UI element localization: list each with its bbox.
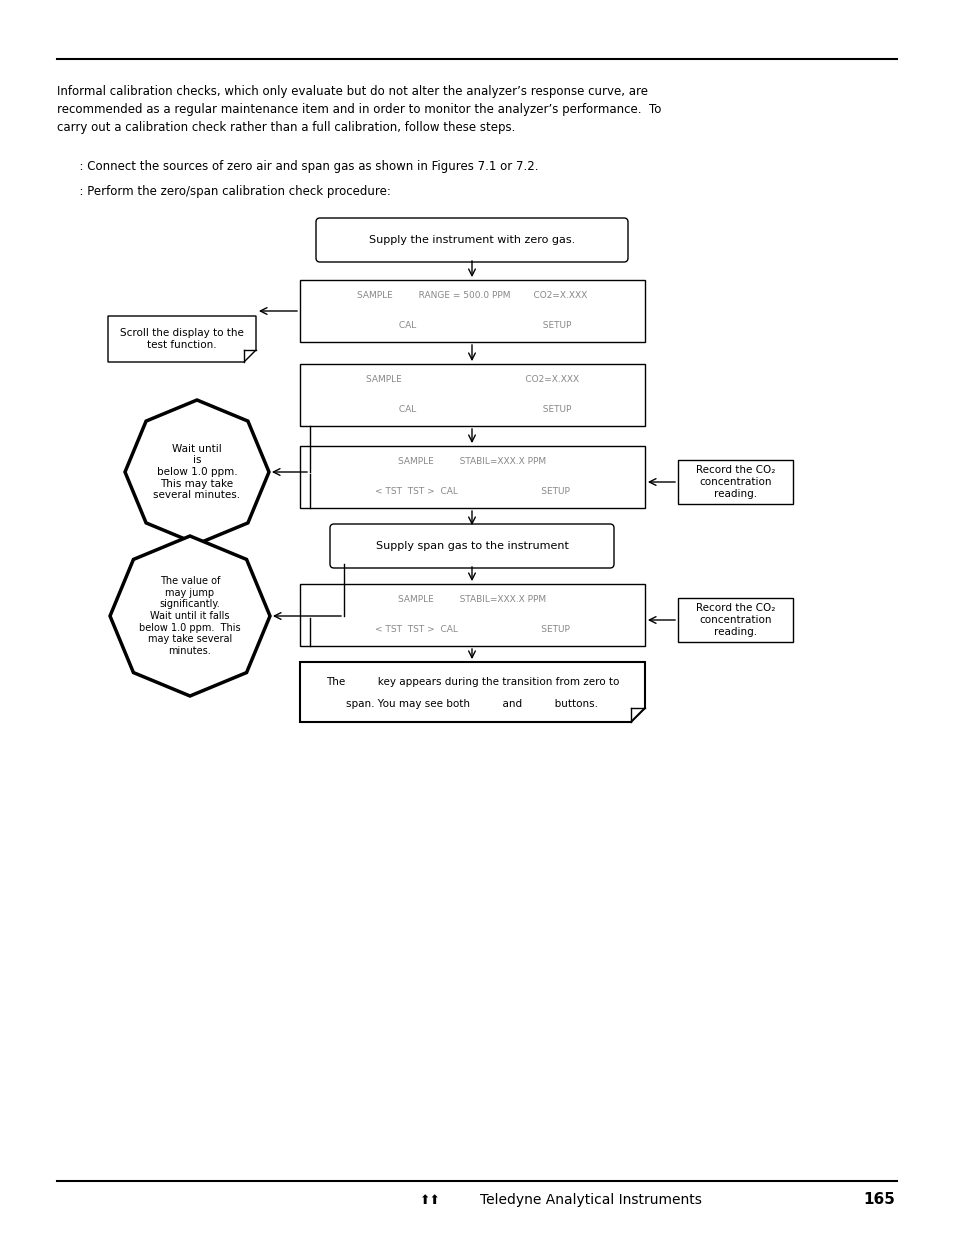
Text: Wait until
is
below 1.0 ppm.
This may take
several minutes.: Wait until is below 1.0 ppm. This may ta…: [153, 443, 240, 500]
Text: ⬆⬆: ⬆⬆: [419, 1193, 440, 1207]
Text: SAMPLE         STABIL=XXX.X PPM: SAMPLE STABIL=XXX.X PPM: [398, 457, 546, 467]
Text: CAL                                            SETUP: CAL SETUP: [373, 405, 571, 415]
Bar: [299, 584, 644, 646]
Text: Informal calibration checks, which only evaluate but do not alter the analyzer’s: Informal calibration checks, which only …: [57, 85, 660, 135]
Polygon shape: [108, 316, 255, 362]
Text: < TST  TST >  CAL                             SETUP: < TST TST > CAL SETUP: [375, 488, 569, 496]
Text: : Perform the zero/span calibration check procedure:: : Perform the zero/span calibration chec…: [57, 185, 391, 198]
Text: Teledyne Analytical Instruments: Teledyne Analytical Instruments: [479, 1193, 701, 1207]
Text: The          key appears during the transition from zero to: The key appears during the transition fr…: [326, 677, 618, 687]
Bar: [678, 598, 792, 642]
Bar: [299, 364, 644, 426]
Bar: [678, 459, 792, 504]
Text: SAMPLE         RANGE = 500.0 PPM        CO2=X.XXX: SAMPLE RANGE = 500.0 PPM CO2=X.XXX: [357, 291, 587, 300]
Polygon shape: [110, 536, 270, 697]
Bar: [299, 280, 644, 342]
Text: Supply the instrument with zero gas.: Supply the instrument with zero gas.: [369, 235, 575, 245]
Text: Record the CO₂
concentration
reading.: Record the CO₂ concentration reading.: [695, 466, 775, 499]
FancyBboxPatch shape: [330, 524, 614, 568]
Text: : Connect the sources of zero air and span gas as shown in Figures 7.1 or 7.2.: : Connect the sources of zero air and sp…: [57, 161, 537, 173]
Text: CAL                                            SETUP: CAL SETUP: [373, 321, 571, 331]
Text: span. You may see both          and          buttons.: span. You may see both and buttons.: [346, 699, 598, 709]
Text: 165: 165: [862, 1193, 894, 1208]
Bar: [299, 446, 644, 508]
Text: The value of
may jump
significantly.
Wait until it falls
below 1.0 ppm.  This
ma: The value of may jump significantly. Wai…: [139, 577, 240, 656]
Text: Scroll the display to the
test function.: Scroll the display to the test function.: [120, 329, 244, 350]
FancyBboxPatch shape: [315, 219, 627, 262]
Text: < TST  TST >  CAL                             SETUP: < TST TST > CAL SETUP: [375, 625, 569, 635]
Text: Record the CO₂
concentration
reading.: Record the CO₂ concentration reading.: [695, 604, 775, 636]
Polygon shape: [125, 400, 269, 543]
Polygon shape: [299, 662, 644, 722]
Text: SAMPLE         STABIL=XXX.X PPM: SAMPLE STABIL=XXX.X PPM: [398, 595, 546, 604]
Text: Supply span gas to the instrument: Supply span gas to the instrument: [375, 541, 568, 551]
Text: SAMPLE                                           CO2=X.XXX: SAMPLE CO2=X.XXX: [366, 375, 578, 384]
